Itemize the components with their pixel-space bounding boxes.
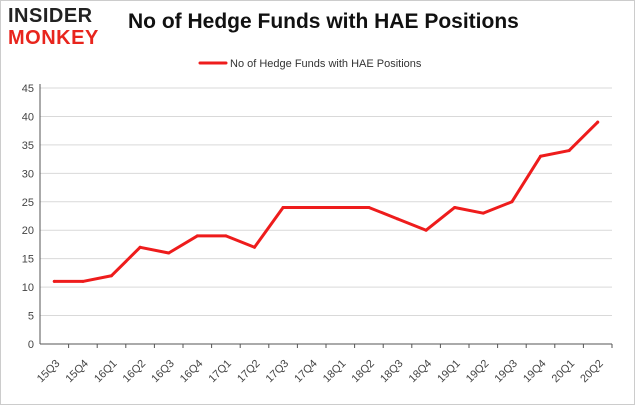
legend-label: No of Hedge Funds with HAE Positions: [230, 58, 422, 70]
data-point: [138, 245, 142, 249]
x-tick-label: 19Q2: [464, 358, 492, 386]
x-tick-label: 20Q2: [578, 358, 606, 386]
data-point: [567, 149, 571, 153]
y-tick-label: 20: [22, 225, 34, 237]
y-tick-label: 30: [22, 168, 34, 180]
series-lines: [52, 120, 600, 283]
y-tick-label: 40: [22, 111, 34, 123]
grid-lines: [40, 87, 612, 345]
x-tick-label: 17Q3: [264, 358, 292, 386]
x-tick-label: 17Q4: [292, 358, 320, 386]
x-tick-label: 18Q3: [378, 358, 406, 386]
x-tick-label: 19Q4: [521, 358, 549, 386]
x-tick-labels: 15Q3 15Q4 16Q1 16Q2 16Q3 16Q4 17Q1 17Q2 17Q3 17Q4…: [35, 358, 606, 386]
y-tick-label: 15: [22, 254, 34, 266]
data-point: [539, 154, 542, 158]
x-tick-label: 18Q2: [349, 358, 377, 386]
data-point: [481, 211, 485, 215]
insider-monkey-logo: INSIDER MONKEY: [8, 6, 118, 50]
y-tick-label: 25: [22, 197, 34, 209]
data-point: [224, 234, 228, 238]
data-point: [167, 251, 171, 255]
data-point: [52, 279, 56, 283]
chart-title: No of Hedge Funds with HAE Positions: [128, 10, 519, 33]
data-point: [424, 228, 428, 232]
axes: [39, 84, 613, 348]
x-tick-label: 19Q1: [435, 358, 463, 386]
x-tick-label: 16Q3: [149, 358, 177, 386]
logo-line-1: INSIDER: [8, 5, 93, 27]
x-tick-label: 18Q1: [321, 358, 349, 386]
x-tick-label: 15Q3: [35, 358, 63, 386]
x-tick-label: 17Q2: [235, 358, 263, 386]
data-point: [81, 279, 85, 283]
series-line-0: [52, 120, 600, 283]
y-tick-label: 10: [22, 282, 34, 294]
data-point: [253, 245, 256, 249]
x-tick-label: 16Q1: [92, 358, 120, 386]
y-tick-labels: 0 5 10 15 20 25 30 35 40 45: [22, 83, 34, 351]
x-tick-label: 18Q4: [407, 358, 435, 386]
x-tick-label: 17Q1: [206, 358, 234, 386]
y-tick-label: 35: [22, 140, 34, 152]
legend: No of Hedge Funds with HAE Positions: [198, 58, 422, 70]
y-tick-label: 45: [22, 83, 34, 95]
data-point: [310, 205, 314, 209]
logo-line-2: MONKEY: [8, 27, 99, 49]
data-point: [596, 120, 600, 124]
y-tick-label: 5: [28, 311, 34, 323]
data-point: [396, 217, 399, 221]
x-tick-label: 19Q3: [492, 358, 520, 386]
data-point: [338, 205, 342, 209]
data-point: [367, 205, 371, 209]
data-point: [110, 274, 113, 278]
x-tick-label: 16Q2: [121, 358, 149, 386]
x-tick-label: 15Q4: [63, 358, 91, 386]
data-point: [510, 200, 514, 204]
x-tick-label: 16Q4: [178, 358, 206, 386]
y-tick-label: 0: [28, 339, 34, 351]
data-point: [281, 205, 285, 209]
data-point: [195, 234, 199, 238]
data-point: [453, 205, 457, 209]
x-tick-label: 20Q1: [550, 358, 578, 386]
